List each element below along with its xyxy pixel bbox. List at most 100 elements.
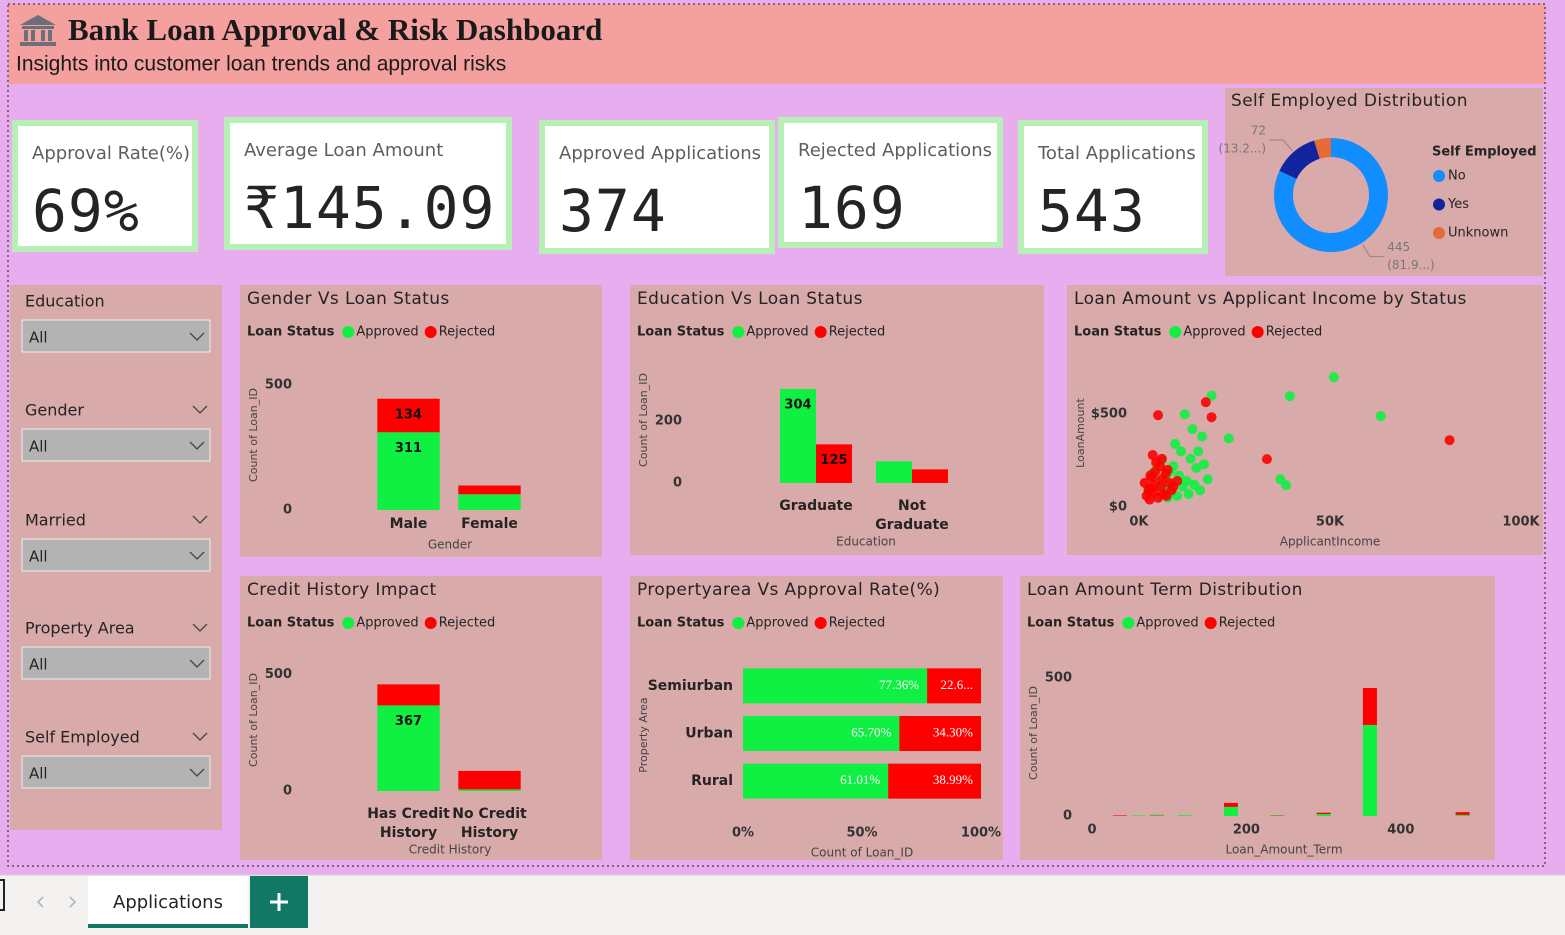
data-label: 61.01% [840, 772, 880, 787]
slicer-value: All [29, 765, 48, 783]
legend-label: Approved [356, 325, 418, 340]
bank-icon [20, 15, 56, 46]
x-category-label: Male [390, 516, 428, 532]
bar-segment [377, 705, 440, 791]
slicer-value: All [29, 329, 48, 347]
scatter-point [1198, 459, 1209, 470]
icon-column [48, 30, 52, 41]
slicer-dropdown[interactable] [21, 755, 211, 789]
chevron-icon [192, 515, 208, 524]
bar-segment [1362, 687, 1377, 725]
slicer-label: Education [25, 292, 105, 311]
bar-segment [743, 716, 900, 751]
bar-segment [458, 485, 521, 495]
scatter-point [1170, 438, 1181, 449]
slicer-dropdown[interactable] [21, 319, 211, 353]
y-axis-title: Count of Loan_ID [637, 373, 650, 467]
x-tick-label: 0K [1129, 515, 1149, 530]
y-tick-label: $0 [1109, 499, 1127, 514]
y-axis-title: Count of Loan_ID [1027, 686, 1040, 780]
slicer-dropdown[interactable] [21, 538, 211, 572]
scatter-point [1144, 494, 1155, 505]
bar-segment [888, 763, 981, 799]
chart-title: Propertyarea Vs Approval Rate(%) [637, 580, 940, 600]
chart-panel [1020, 576, 1495, 860]
legend-label: Yes [1447, 197, 1469, 212]
bar-segment [743, 668, 928, 704]
bar-segment [876, 461, 912, 483]
chevron-icon [192, 405, 208, 414]
legend-marker [342, 617, 355, 629]
scatter-point [1175, 446, 1186, 457]
chevron-icon [189, 441, 205, 450]
slice-count-label: 445 [1387, 240, 1410, 254]
legend-label: Approved [746, 325, 808, 340]
icon-column [41, 30, 45, 41]
bar-segment [816, 444, 852, 483]
y-tick-label: 0 [673, 476, 682, 491]
x-axis-title: Credit History [409, 843, 492, 857]
icon-beam [22, 26, 54, 29]
legend-title: Self Employed [1432, 145, 1537, 160]
next-page-arrow[interactable] [69, 896, 77, 908]
scatter-point [1197, 431, 1208, 442]
scatter-point [1206, 390, 1217, 401]
data-label: 134 [395, 407, 422, 422]
kpi-value: 169 [798, 174, 906, 242]
kpi-label: Approval Rate(%) [32, 143, 190, 164]
scatter-point [1328, 372, 1339, 383]
chart-title: Gender Vs Loan Status [247, 289, 450, 309]
bar-segment [1177, 815, 1192, 816]
legend-title: Loan Status [637, 325, 725, 340]
legend-label: Rejected [829, 616, 886, 631]
icon-column [31, 30, 35, 41]
scatter-point [1195, 485, 1206, 496]
bar-segment [899, 716, 981, 751]
bar-segment [1112, 815, 1127, 816]
slicer-dropdown[interactable] [21, 428, 211, 462]
scatter-point [1179, 409, 1190, 420]
y-tick-label: 500 [265, 378, 292, 393]
chart-title: Education Vs Loan Status [637, 289, 863, 309]
x-category-label: No Credit History [452, 806, 527, 841]
data-label: 77.36% [879, 677, 919, 692]
legend-label: Rejected [1266, 325, 1323, 340]
legend-marker [814, 326, 827, 338]
legend-marker [732, 326, 745, 338]
active-tab[interactable] [88, 876, 248, 928]
chevron-icon [189, 332, 205, 341]
legend-label: Unknown [1448, 226, 1508, 241]
y-tick-label: 200 [655, 414, 682, 429]
scatter-point [1191, 463, 1202, 474]
data-label: 304 [784, 397, 811, 412]
kpi-card [230, 123, 506, 244]
leader-line [1269, 139, 1293, 151]
data-label: 38.99% [933, 772, 973, 787]
scatter-point [1150, 466, 1161, 477]
kpi-label: Rejected Applications [798, 140, 992, 161]
prev-page-arrow[interactable] [36, 896, 44, 908]
bar-segment [743, 763, 889, 799]
page-nav-button[interactable] [0, 879, 5, 911]
header-band [8, 4, 1545, 84]
tab-label[interactable]: Applications [113, 892, 223, 913]
scatter-point [1185, 453, 1196, 464]
slicer-value: All [29, 548, 48, 566]
chart-title: Loan Amount Term Distribution [1027, 580, 1303, 600]
x-category-label: Female [461, 516, 518, 532]
x-tick-label: 0% [732, 826, 754, 841]
scatter-point [1206, 412, 1217, 423]
slicer-dropdown[interactable] [21, 646, 211, 680]
legend-marker [1251, 326, 1264, 338]
slicer-value: All [29, 438, 48, 456]
x-tick-label: 400 [1387, 823, 1414, 838]
legend-label: Rejected [829, 325, 886, 340]
scatter-point [1172, 476, 1183, 487]
y-axis-title: Count of Loan_ID [247, 388, 260, 482]
scatter-point [1153, 410, 1164, 421]
icon-roof [20, 15, 56, 25]
legend-marker [424, 617, 437, 629]
icon-base [20, 42, 56, 46]
